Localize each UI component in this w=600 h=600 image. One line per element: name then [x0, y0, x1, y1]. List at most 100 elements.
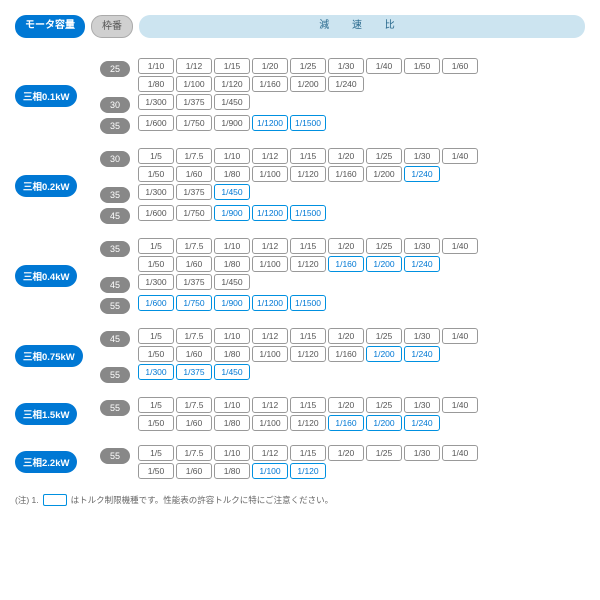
ratio-row: 1/6001/7501/9001/12001/1500	[138, 205, 326, 221]
frame-number: 35	[100, 187, 130, 203]
ratio-cell: 1/160	[252, 76, 288, 92]
ratio-cell: 1/12	[252, 238, 288, 254]
ratio-cell: 1/10	[214, 238, 250, 254]
ratio-cell: 1/100	[252, 256, 288, 272]
ratio-cell: 1/200	[366, 256, 402, 272]
ratio-cell: 1/40	[442, 397, 478, 413]
ratio-cell: 1/80	[214, 463, 250, 479]
ratio-cell: 1/240	[404, 166, 440, 182]
ratio-row: 1/501/601/801/1001/120	[138, 463, 478, 479]
ratio-row: 1/51/7.51/101/121/151/201/251/301/40	[138, 445, 478, 461]
ratio-cell: 1/1500	[290, 295, 326, 311]
ratio-cell: 1/50	[138, 166, 174, 182]
ratio-cell: 1/12	[252, 397, 288, 413]
ratio-cell: 1/40	[442, 445, 478, 461]
ratio-row: 1/3001/3751/450	[138, 274, 250, 290]
ratio-cell: 1/300	[138, 184, 174, 200]
ratio-cell: 1/20	[328, 445, 364, 461]
ratio-cell: 1/750	[176, 205, 212, 221]
ratio-cell: 1/900	[214, 295, 250, 311]
ratio-row: 1/501/601/801/1001/1201/1601/2001/240	[138, 256, 478, 272]
ratio-cell: 1/7.5	[176, 397, 212, 413]
frame-number: 45	[100, 331, 130, 347]
frame-row: 301/51/7.51/101/121/151/201/251/301/401/…	[100, 148, 585, 182]
ratio-cell: 1/5	[138, 397, 174, 413]
ratio-cell: 1/20	[252, 58, 288, 74]
ratio-cell: 1/40	[442, 238, 478, 254]
header-row: モータ容量 枠番 減 速 比	[15, 15, 585, 38]
ratio-cell: 1/25	[366, 397, 402, 413]
ratio-cell: 1/60	[176, 463, 212, 479]
ratio-cell: 1/300	[138, 274, 174, 290]
ratio-cell: 1/450	[214, 184, 250, 200]
ratio-cell: 1/200	[366, 166, 402, 182]
frame-row: 351/6001/7501/9001/12001/1500	[100, 115, 585, 134]
note-text: はトルク制限機種です。性能表の許容トルクに特にご注意ください。	[71, 494, 333, 506]
ratio-cell: 1/80	[214, 415, 250, 431]
ratio-cell: 1/12	[252, 328, 288, 344]
frame-number: 45	[100, 277, 130, 293]
ratio-cell: 1/25	[366, 238, 402, 254]
ratio-cell: 1/50	[138, 415, 174, 431]
ratio-cell: 1/30	[404, 328, 440, 344]
frame-row: 251/101/121/151/201/251/301/401/501/601/…	[100, 58, 585, 92]
ratio-cell: 1/80	[138, 76, 174, 92]
ratio-cell: 1/7.5	[176, 445, 212, 461]
motor-label: 三相0.2kW	[15, 175, 77, 197]
ratio-cell: 1/300	[138, 364, 174, 380]
ratio-row: 1/6001/7501/9001/12001/1500	[138, 115, 326, 131]
ratio-cell: 1/900	[214, 115, 250, 131]
ratio-cell: 1/10	[214, 328, 250, 344]
ratio-cell: 1/20	[328, 328, 364, 344]
ratio-cell: 1/20	[328, 148, 364, 164]
header-motor: モータ容量	[15, 15, 85, 38]
ratio-cell: 1/100	[252, 346, 288, 362]
motor-label: 三相1.5kW	[15, 403, 77, 425]
ratio-cell: 1/50	[138, 346, 174, 362]
ratio-cell: 1/450	[214, 274, 250, 290]
ratio-cell: 1/7.5	[176, 328, 212, 344]
footnote: (注) 1. はトルク制限機種です。性能表の許容トルクに特にご注意ください。	[15, 494, 585, 506]
ratio-cell: 1/20	[328, 238, 364, 254]
ratio-cell: 1/120	[290, 166, 326, 182]
ratio-cell: 1/60	[176, 415, 212, 431]
ratio-row: 1/3001/3751/450	[138, 94, 250, 110]
frame-number: 55	[100, 298, 130, 314]
ratio-cell: 1/15	[290, 328, 326, 344]
ratio-cell: 1/30	[328, 58, 364, 74]
ratio-cell: 1/600	[138, 115, 174, 131]
ratio-cell: 1/5	[138, 445, 174, 461]
motor-block: 三相2.2kW551/51/7.51/101/121/151/201/251/3…	[15, 445, 585, 479]
ratio-cell: 1/10	[214, 148, 250, 164]
ratio-cell: 1/30	[404, 397, 440, 413]
ratio-row: 1/101/121/151/201/251/301/401/501/60	[138, 58, 478, 74]
ratio-cell: 1/60	[176, 256, 212, 272]
ratio-cell: 1/12	[252, 445, 288, 461]
ratio-cell: 1/60	[176, 166, 212, 182]
frame-number: 30	[100, 97, 130, 113]
ratio-row: 1/51/7.51/101/121/151/201/251/301/40	[138, 148, 478, 164]
header-ratio: 減 速 比	[139, 15, 585, 38]
frame-number: 30	[100, 151, 130, 167]
frame-number: 45	[100, 208, 130, 224]
ratio-row: 1/501/601/801/1001/1201/1601/2001/240	[138, 346, 478, 362]
frame-number: 35	[100, 241, 130, 257]
frame-row: 451/51/7.51/101/121/151/201/251/301/401/…	[100, 328, 585, 362]
ratio-cell: 1/50	[138, 256, 174, 272]
ratio-cell: 1/15	[290, 238, 326, 254]
ratio-cell: 1/900	[214, 205, 250, 221]
ratio-cell: 1/120	[290, 463, 326, 479]
ratio-cell: 1/10	[214, 397, 250, 413]
diagram-content: 三相0.1kW251/101/121/151/201/251/301/401/5…	[15, 58, 585, 479]
ratio-cell: 1/375	[176, 364, 212, 380]
motor-label: 三相2.2kW	[15, 451, 77, 473]
ratio-cell: 1/12	[176, 58, 212, 74]
ratio-cell: 1/100	[176, 76, 212, 92]
ratio-cell: 1/60	[176, 346, 212, 362]
ratio-row: 1/3001/3751/450	[138, 364, 250, 380]
ratio-cell: 1/120	[290, 415, 326, 431]
motor-label: 三相0.75kW	[15, 345, 83, 367]
ratio-cell: 1/25	[366, 445, 402, 461]
ratio-cell: 1/375	[176, 184, 212, 200]
ratio-cell: 1/40	[442, 328, 478, 344]
